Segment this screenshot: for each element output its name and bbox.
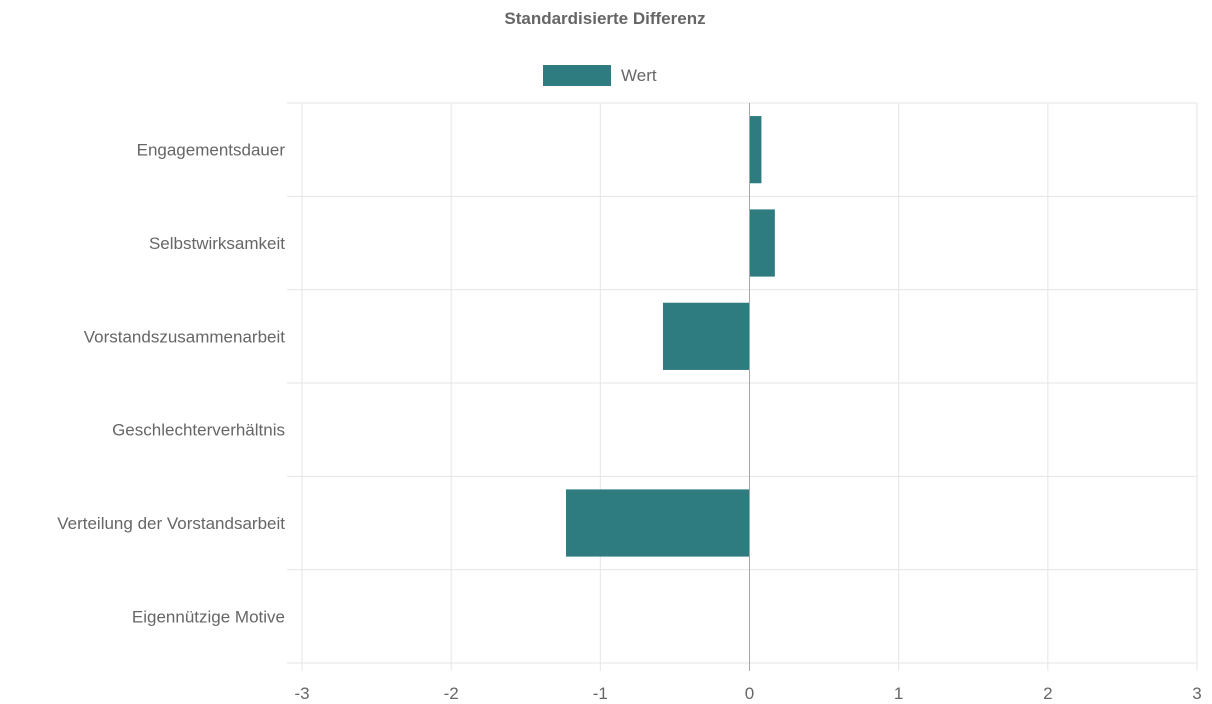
x-tick-label: 3	[1192, 684, 1201, 703]
axes: Engagementsdauer Selbstwirksamkeit Vorstan…	[57, 103, 1202, 703]
category-label: Eigennützige Motive	[132, 607, 285, 626]
bar-verteilung-der-vorstandsarbeit[interactable]	[566, 489, 750, 557]
x-tick-label: -3	[294, 684, 309, 703]
x-tick-label: 1	[894, 684, 903, 703]
chart-title: Standardisierte Differenz	[504, 9, 705, 28]
category-label: Vorstandszusammenarbeit	[84, 327, 286, 346]
category-label: Selbstwirksamkeit	[149, 234, 285, 253]
grid	[287, 102, 1198, 671]
x-tick-label: 0	[745, 684, 754, 703]
legend-label[interactable]: Wert	[621, 66, 657, 85]
legend-swatch[interactable]	[543, 65, 611, 86]
bar-vorstandszusammenarbeit[interactable]	[662, 302, 750, 370]
x-tick-label: 2	[1043, 684, 1052, 703]
x-tick-label: -1	[593, 684, 608, 703]
legend[interactable]: Wert	[543, 65, 657, 86]
category-label: Verteilung der Vorstandsarbeit	[57, 514, 285, 533]
bar-engagementsdauer[interactable]	[749, 116, 762, 184]
x-tick-label: -2	[444, 684, 459, 703]
bars	[566, 116, 775, 557]
category-label: Geschlechterverhältnis	[112, 421, 285, 440]
category-label: Engagementsdauer	[137, 141, 286, 160]
bar-selbstwirksamkeit[interactable]	[749, 209, 775, 277]
